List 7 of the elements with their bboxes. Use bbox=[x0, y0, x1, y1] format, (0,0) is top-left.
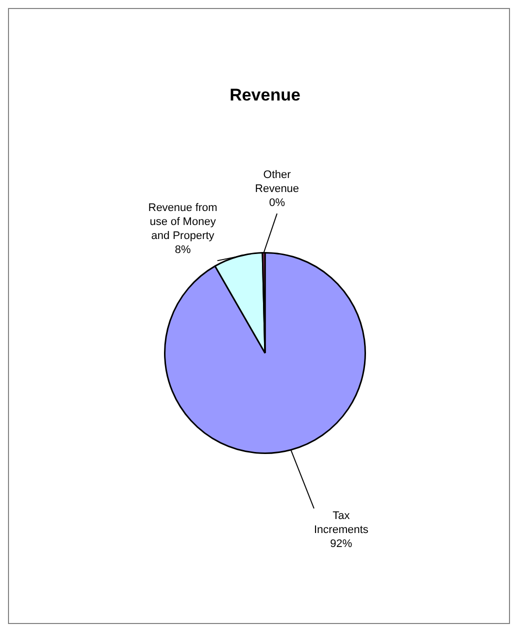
slice-label: Tax Increments bbox=[314, 510, 369, 536]
data-label: 0% bbox=[269, 197, 286, 210]
slice-label: Other Revenue bbox=[255, 169, 300, 196]
chart-title: Revenue bbox=[230, 86, 300, 105]
data-label: 92% bbox=[330, 538, 352, 550]
data-label: 8% bbox=[174, 244, 191, 256]
slice-label: Revenue from use of Money and Property bbox=[148, 202, 218, 242]
